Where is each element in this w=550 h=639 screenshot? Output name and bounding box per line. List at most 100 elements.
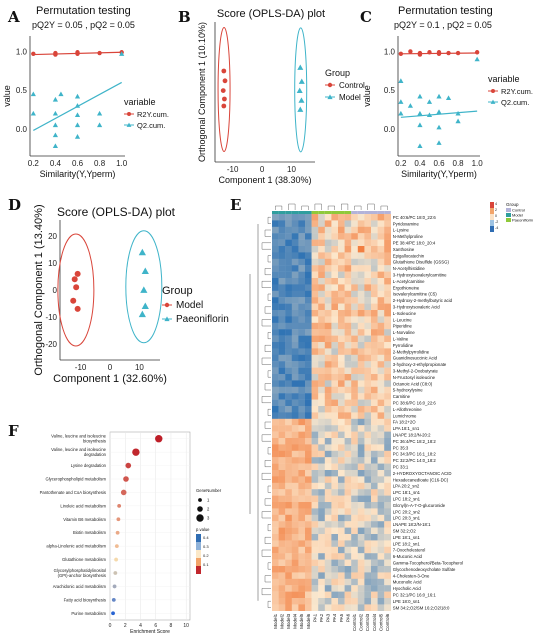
heatmap-cell bbox=[278, 508, 286, 515]
heatmap-cell bbox=[331, 399, 339, 407]
heatmap-cell bbox=[311, 444, 319, 451]
heatmap-cell bbox=[318, 252, 325, 259]
heatmap-cell bbox=[384, 502, 391, 509]
heatmap-cell bbox=[318, 258, 325, 266]
heatmap-cell bbox=[272, 521, 279, 528]
heatmap-cell bbox=[278, 521, 286, 528]
data-point bbox=[74, 112, 81, 118]
heatmap-cell bbox=[331, 386, 339, 394]
heatmap-cell bbox=[377, 214, 385, 221]
data-point bbox=[222, 96, 227, 102]
heatmap-cell bbox=[285, 418, 292, 426]
heatmap-cell bbox=[311, 361, 319, 368]
heatmap-cell bbox=[351, 444, 358, 451]
heatmap-cell bbox=[285, 476, 292, 483]
heatmap-cell bbox=[344, 322, 352, 330]
heatmap-cell bbox=[364, 521, 372, 528]
color-legend-title: p.value bbox=[196, 527, 210, 532]
column-dendrogram-branch bbox=[314, 203, 322, 210]
heatmap-cell bbox=[384, 444, 391, 451]
heatmap-cell bbox=[318, 540, 325, 547]
heatmap-cell bbox=[311, 591, 319, 599]
heatmap-cell bbox=[324, 412, 332, 419]
heatmap-cell bbox=[364, 425, 372, 432]
colorbar-tick-label: 2 bbox=[495, 208, 497, 212]
heatmap-cell bbox=[351, 585, 358, 592]
heatmap-cell bbox=[305, 514, 312, 522]
heatmap-cell bbox=[278, 374, 286, 381]
heatmap-cell bbox=[305, 463, 312, 471]
heatmap-cell bbox=[377, 367, 385, 375]
heatmap-cell bbox=[344, 214, 352, 221]
heatmap-cell bbox=[331, 572, 339, 579]
heatmap-cell bbox=[298, 278, 306, 285]
heatmap-cell bbox=[291, 258, 299, 266]
column-dendrogram-branch bbox=[341, 203, 349, 210]
heatmap-cell bbox=[298, 444, 306, 451]
column-label: Model5 bbox=[299, 613, 304, 629]
column-label: Control2 bbox=[359, 613, 364, 631]
row-dendrogram-branch bbox=[267, 524, 271, 531]
data-point bbox=[474, 50, 480, 55]
data-point bbox=[427, 50, 432, 55]
legend-swatch bbox=[506, 218, 511, 222]
heatmap-cell bbox=[298, 374, 306, 381]
heatmap-cell bbox=[357, 572, 365, 579]
heatmap-cell bbox=[364, 393, 372, 400]
heatmap-cell bbox=[384, 546, 391, 554]
data-point bbox=[298, 97, 305, 103]
heatmap-cell bbox=[331, 239, 339, 247]
category-label: Arachidonic acid metabolism bbox=[53, 584, 107, 589]
heatmap-cell bbox=[272, 406, 279, 413]
heatmap-cell bbox=[305, 566, 312, 573]
heatmap-cell bbox=[305, 585, 312, 592]
heatmap-cell bbox=[364, 546, 372, 554]
heatmap-cell bbox=[384, 361, 391, 368]
row-label: Carnitine bbox=[393, 394, 411, 399]
heatmap-cell bbox=[384, 540, 391, 547]
heatmap-cell bbox=[311, 214, 319, 221]
heatmap-cell bbox=[305, 598, 312, 605]
heatmap-cell bbox=[371, 335, 378, 343]
heatmap-cell bbox=[305, 233, 312, 240]
heatmap-cell bbox=[357, 258, 365, 266]
heatmap-cell bbox=[371, 527, 378, 535]
heatmap-cell bbox=[291, 367, 299, 375]
heatmap-cell bbox=[291, 508, 299, 515]
heatmap-cell bbox=[278, 322, 286, 330]
heatmap-cell bbox=[285, 546, 292, 554]
colorbar-segment bbox=[196, 566, 201, 574]
heatmap-cell bbox=[298, 521, 306, 528]
heatmap-cell bbox=[272, 367, 279, 375]
heatmap-cell bbox=[291, 348, 299, 355]
heatmap-cell bbox=[344, 457, 352, 464]
enrichment-dot bbox=[117, 503, 122, 508]
data-point bbox=[221, 103, 227, 109]
heatmap-cell bbox=[351, 278, 358, 285]
heatmap-cell bbox=[272, 514, 279, 522]
heatmap-cell bbox=[351, 438, 358, 445]
heatmap-cell bbox=[344, 380, 352, 387]
heatmap-cell bbox=[371, 316, 378, 323]
heatmap-cell bbox=[351, 457, 358, 464]
heatmap-cell bbox=[311, 546, 319, 554]
heatmap-cell bbox=[324, 348, 332, 355]
heatmap-cell bbox=[344, 425, 352, 432]
heatmap-cell bbox=[364, 566, 372, 573]
x-axis-label: Similarity(Y,Yperm) bbox=[401, 169, 477, 179]
heatmap-cell bbox=[311, 380, 319, 387]
heatmap-cell bbox=[311, 508, 319, 515]
heatmap-cell bbox=[311, 265, 319, 272]
heatmap-cell bbox=[272, 386, 279, 394]
heatmap-cell bbox=[377, 540, 385, 547]
heatmap-cell bbox=[338, 284, 345, 291]
heatmap-cell bbox=[272, 252, 279, 259]
heatmap-cell bbox=[364, 502, 372, 509]
heatmap-cell bbox=[272, 278, 279, 285]
heatmap-cell bbox=[285, 252, 292, 259]
heatmap-cell bbox=[364, 578, 372, 586]
heatmap-cell bbox=[338, 476, 345, 483]
heatmap-cell bbox=[371, 284, 378, 291]
heatmap-cell bbox=[291, 412, 299, 419]
heatmap-cell bbox=[311, 374, 319, 381]
